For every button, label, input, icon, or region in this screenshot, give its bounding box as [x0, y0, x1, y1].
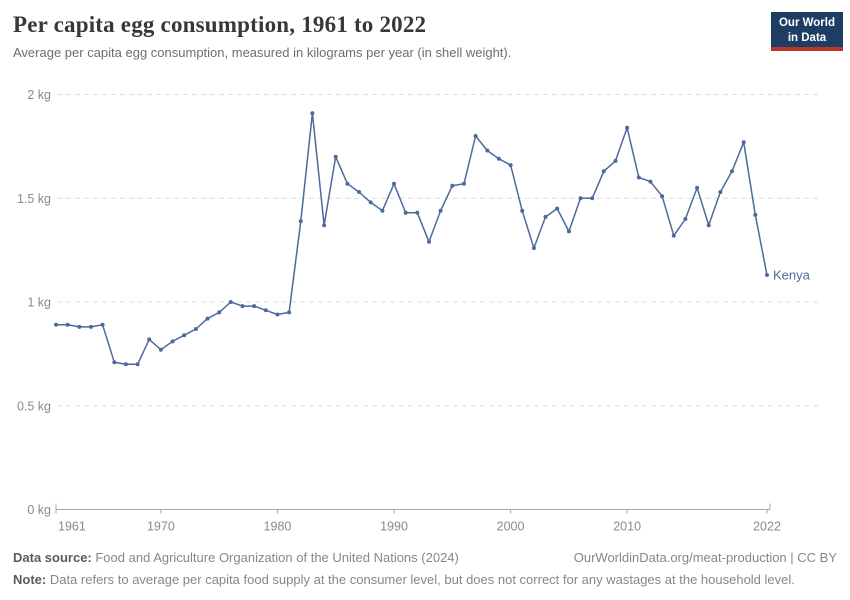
- owid-logo[interactable]: Our World in Data: [771, 12, 843, 51]
- data-point-1964[interactable]: [89, 324, 93, 329]
- data-point-1985[interactable]: [333, 154, 338, 159]
- data-point-1981[interactable]: [287, 310, 292, 315]
- owid-attribution-link[interactable]: OurWorldinData.org/meat-production | CC …: [573, 550, 837, 565]
- note-value: Data refers to average per capita food s…: [46, 572, 795, 588]
- data-source-text: Data source: Food and Agriculture Organi…: [13, 547, 459, 569]
- data-point-2009[interactable]: [613, 158, 618, 163]
- data-point-1990[interactable]: [392, 181, 396, 186]
- y-tick-label-0.5kg: 0.5 kg: [17, 399, 51, 413]
- data-point-1993[interactable]: [427, 239, 431, 244]
- footer-source-row: Data source: Food and Agriculture Organi…: [13, 547, 837, 569]
- data-point-2002[interactable]: [531, 246, 536, 251]
- data-point-1995[interactable]: [450, 183, 455, 188]
- data-point-2010[interactable]: [625, 125, 630, 130]
- data-point-1987[interactable]: [357, 190, 361, 194]
- data-point-2020[interactable]: [741, 140, 746, 145]
- data-point-1968[interactable]: [135, 362, 140, 367]
- data-point-2017[interactable]: [706, 223, 711, 228]
- data-point-1978[interactable]: [252, 304, 257, 309]
- data-point-1969[interactable]: [147, 337, 152, 342]
- data-point-1970[interactable]: [158, 347, 163, 352]
- data-point-2013[interactable]: [660, 194, 665, 199]
- data-point-1992[interactable]: [415, 210, 420, 215]
- data-point-1994[interactable]: [438, 208, 443, 213]
- data-source-label: Data source:: [13, 550, 92, 565]
- owid-logo-line1: Our World: [778, 17, 835, 29]
- data-point-1974[interactable]: [205, 316, 210, 321]
- data-point-1962[interactable]: [65, 322, 70, 327]
- data-point-1967[interactable]: [123, 362, 128, 367]
- data-point-1986[interactable]: [345, 181, 350, 186]
- data-point-1973[interactable]: [193, 327, 198, 331]
- data-point-1976[interactable]: [228, 300, 233, 304]
- data-point-2007[interactable]: [590, 196, 595, 201]
- data-point-2018[interactable]: [718, 190, 723, 194]
- x-tick-label-2022: 2022: [753, 520, 781, 534]
- x-tick-label-1990: 1990: [380, 520, 408, 534]
- data-point-2022[interactable]: [765, 273, 769, 277]
- data-point-2021[interactable]: [753, 212, 758, 217]
- series-line-kenya[interactable]: [56, 112, 768, 366]
- chart-header: Per capita egg consumption, 1961 to 2022…: [13, 12, 753, 60]
- data-point-2005[interactable]: [566, 229, 571, 234]
- owid-logo-line2: in Data: [787, 31, 827, 44]
- data-point-1971[interactable]: [170, 339, 175, 344]
- data-point-2006[interactable]: [578, 196, 583, 201]
- data-point-2008[interactable]: [601, 169, 606, 174]
- data-point-1980[interactable]: [275, 312, 280, 317]
- data-point-1975[interactable]: [217, 310, 222, 315]
- data-point-2004[interactable]: [555, 206, 560, 211]
- data-point-2001[interactable]: [520, 208, 525, 213]
- line-chart-canvas[interactable]: 0 kg 0.5 kg 1 kg 1.5 kg 2 kg 1961 1970 1980 1990…: [0, 0, 850, 545]
- data-point-1966[interactable]: [112, 360, 117, 365]
- data-point-1965[interactable]: [100, 322, 105, 327]
- data-point-1997[interactable]: [473, 134, 478, 138]
- series-label-kenya[interactable]: Kenya: [773, 268, 811, 283]
- y-tick-label-1kg: 1 kg: [27, 296, 51, 310]
- chart-footer: Data source: Food and Agriculture Organi…: [13, 547, 837, 591]
- data-source-value: Food and Agriculture Organization of the…: [91, 550, 459, 565]
- data-point-1963[interactable]: [77, 324, 82, 329]
- data-point-1972[interactable]: [182, 333, 187, 338]
- x-tick-label-1980: 1980: [264, 520, 292, 534]
- data-point-1998[interactable]: [485, 148, 490, 153]
- data-point-2003[interactable]: [543, 214, 548, 219]
- data-point-2000[interactable]: [508, 163, 513, 168]
- data-point-2019[interactable]: [730, 169, 734, 174]
- y-tick-label-1.5kg: 1.5 kg: [17, 192, 51, 206]
- data-point-1983[interactable]: [310, 111, 315, 116]
- chart-subtitle: Average per capita egg consumption, meas…: [13, 45, 512, 60]
- data-point-2012[interactable]: [648, 179, 653, 184]
- data-point-1977[interactable]: [240, 304, 245, 309]
- data-point-2016[interactable]: [695, 185, 700, 190]
- data-point-1979[interactable]: [263, 308, 268, 313]
- data-point-1961[interactable]: [54, 322, 58, 327]
- x-tick-label-2000: 2000: [497, 520, 525, 534]
- data-point-2015[interactable]: [683, 217, 688, 221]
- data-point-1984[interactable]: [322, 223, 327, 228]
- x-tick-label-2010: 2010: [613, 520, 641, 534]
- data-point-1988[interactable]: [368, 200, 373, 205]
- data-point-2011[interactable]: [636, 175, 641, 180]
- data-point-1999[interactable]: [496, 156, 501, 161]
- x-tick-label-1970: 1970: [147, 520, 175, 534]
- data-point-1991[interactable]: [403, 210, 408, 215]
- y-tick-label-0kg: 0 kg: [27, 503, 51, 517]
- data-point-2014[interactable]: [671, 233, 676, 238]
- note-label: Note:: [13, 572, 47, 588]
- data-point-1982[interactable]: [298, 219, 303, 224]
- data-point-1996[interactable]: [462, 181, 466, 186]
- data-point-1989[interactable]: [380, 208, 385, 213]
- footer-note-row: Note: Data refers to average per capita …: [13, 569, 837, 591]
- x-tick-label-1961: 1961: [58, 520, 86, 534]
- y-tick-label-2kg: 2 kg: [27, 88, 51, 102]
- chart-title: Per capita egg consumption, 1961 to 2022: [13, 12, 427, 37]
